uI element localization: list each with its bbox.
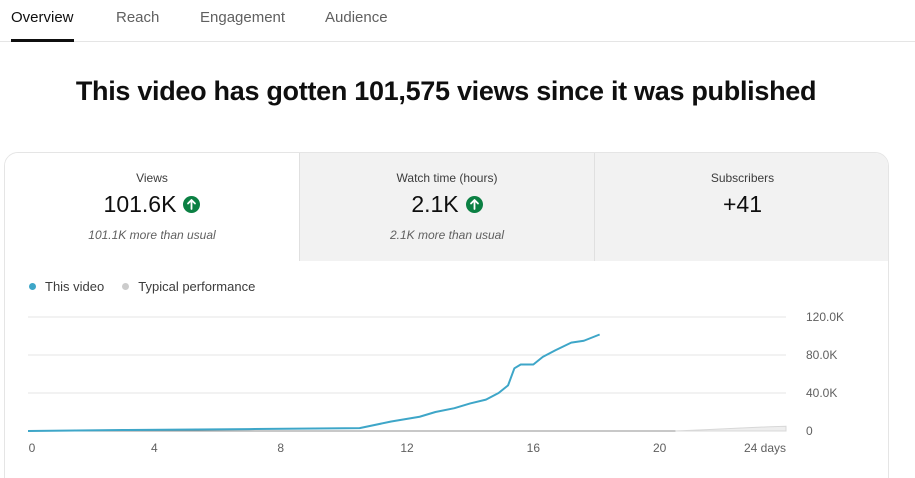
- metric-label: Watch time (hours): [396, 171, 498, 185]
- x-tick-label: 0: [29, 441, 36, 455]
- trend-up-icon: [465, 196, 483, 213]
- y-tick-label: 120.0K: [806, 310, 844, 324]
- metric-note: 101.1K more than usual: [88, 228, 216, 242]
- x-tick-label: 8: [277, 441, 284, 455]
- views-line-chart: 0 40.0K 80.0K 120.0K 0 4 8 12 16 20 24 days: [27, 310, 844, 455]
- metric-tab-views[interactable]: Views 101.6K 101.1K more than usual: [5, 153, 299, 261]
- x-tick-label: 16: [527, 441, 541, 455]
- y-tick-label: 80.0K: [806, 348, 837, 362]
- series-typical-performance: [675, 425, 787, 432]
- legend-item-this-video[interactable]: This video: [29, 279, 104, 294]
- metric-value-row: 101.6K: [5, 191, 299, 218]
- metric-tab-subscribers[interactable]: Subscribers +41: [594, 153, 888, 261]
- trend-up-icon: [183, 196, 201, 213]
- legend-dot-icon: [122, 283, 130, 290]
- tab-overview[interactable]: Overview: [11, 9, 74, 42]
- y-tick-label: 40.0K: [806, 386, 837, 400]
- x-tick-label: 4: [151, 441, 158, 455]
- legend-item-typical[interactable]: Typical performance: [122, 279, 255, 294]
- metric-value: 101.6K: [103, 191, 177, 217]
- metric-value-row: 2.1K: [300, 191, 594, 218]
- y-tick-label: 0: [806, 424, 813, 438]
- metric-note: 2.1K more than usual: [389, 228, 505, 242]
- legend-label: Typical performance: [138, 279, 256, 294]
- tab-reach[interactable]: Reach: [116, 9, 160, 26]
- chart-legend: This video Typical performance: [29, 279, 273, 294]
- metric-label: Subscribers: [710, 171, 775, 185]
- tab-bar: Overview Reach Engagement Audience: [0, 0, 915, 42]
- tab-engagement[interactable]: Engagement: [200, 9, 286, 26]
- x-tick-label: 20: [653, 441, 667, 455]
- metric-value-row: +41: [595, 191, 888, 218]
- tab-audience[interactable]: Audience: [325, 9, 388, 26]
- page-headline: This video has gotten 101,575 views sinc…: [75, 76, 817, 106]
- legend-dot-icon: [29, 283, 36, 290]
- x-tick-label: 24 days: [744, 441, 786, 455]
- metric-value: 2.1K: [411, 191, 459, 217]
- legend-label: This video: [45, 279, 105, 294]
- x-tick-label: 12: [400, 441, 414, 455]
- analytics-card: Views 101.6K 101.1K more than usual Watc…: [4, 152, 889, 478]
- metric-value: +41: [722, 191, 762, 217]
- metric-tab-watch-time[interactable]: Watch time (hours) 2.1K 2.1K more than u…: [299, 153, 594, 261]
- metric-label: Views: [136, 171, 168, 185]
- series-this-video: [27, 333, 601, 432]
